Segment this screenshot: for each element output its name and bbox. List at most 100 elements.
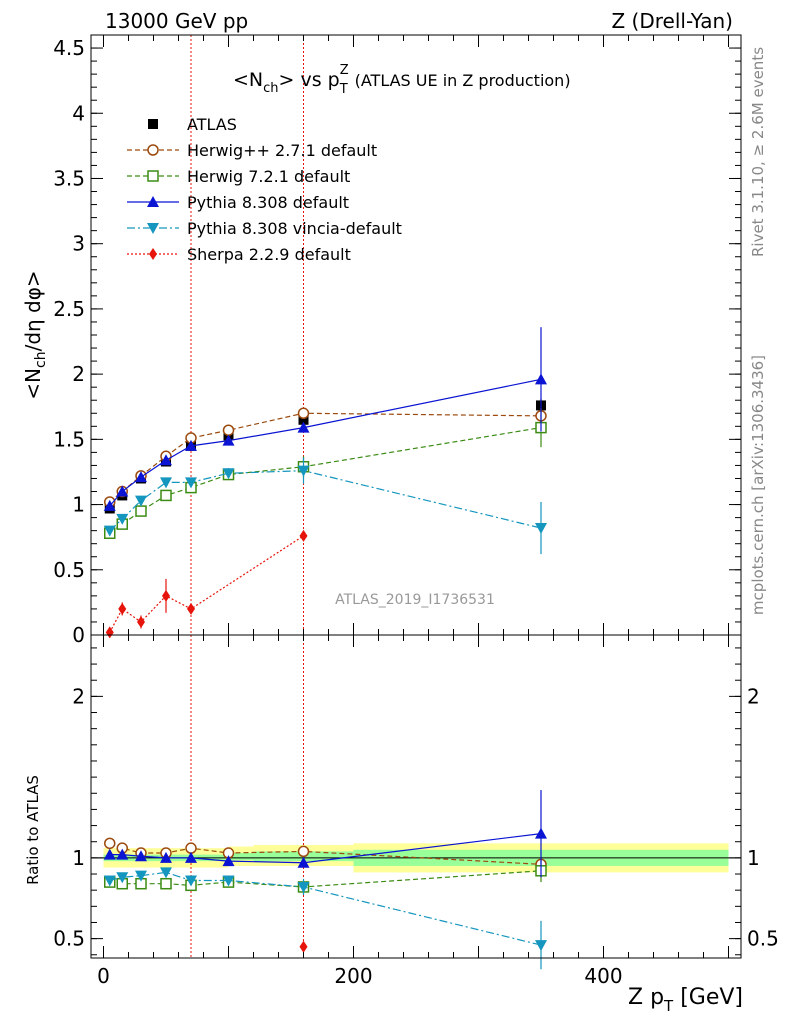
data-point: [185, 477, 197, 489]
data-point: [116, 848, 129, 860]
data-point: [103, 499, 116, 511]
y-tick-label: 4.5: [53, 36, 85, 60]
legend-label: Herwig 7.2.1 default: [187, 167, 350, 186]
y-tick-label: 3.5: [53, 166, 85, 190]
series-line: [109, 871, 542, 946]
title-main-sub2: T: [339, 82, 348, 97]
series-line: [109, 412, 542, 503]
y-tick-label-right: 0.5: [747, 927, 779, 951]
data-point: [222, 434, 235, 446]
series-pythia-8-308-vincia-default: [103, 867, 547, 970]
main-series: [103, 327, 547, 639]
data-point: [118, 602, 127, 615]
data-point: [103, 525, 116, 537]
data-point: [297, 856, 310, 868]
series-sherpa-2-2-9-default: [299, 940, 308, 953]
legend-label: Pythia 8.308 vincia-default: [187, 219, 402, 238]
data-point: [135, 471, 147, 483]
data-point: [116, 872, 129, 884]
legend-marker: [147, 196, 159, 207]
data-point: [116, 485, 129, 497]
legend-marker: [149, 248, 157, 260]
title-main-mid: > vs p: [279, 69, 340, 91]
y-tick-label: 0.5: [53, 558, 85, 582]
series-sherpa-2-2-9-default: [105, 529, 308, 639]
title-main-sup2: Z: [340, 63, 349, 78]
y-tick-label-right: 1: [747, 846, 760, 870]
y-tick-label: 3: [72, 232, 85, 256]
data-point: [162, 589, 170, 602]
axes-frame: [90, 634, 742, 959]
title-main: <N: [233, 69, 263, 91]
header-left: 13000 GeV pp: [105, 9, 248, 33]
legend-marker: [147, 144, 159, 156]
title-main-sub: ch: [263, 81, 278, 96]
series-line: [109, 470, 542, 532]
data-point: [299, 529, 308, 542]
data-point: [160, 489, 172, 502]
data-point: [298, 414, 309, 425]
data-point: [103, 848, 116, 860]
series-line: [109, 378, 542, 507]
data-point: [103, 875, 116, 887]
data-point: [535, 523, 547, 535]
header-right: Z (Drell-Yan): [611, 9, 733, 33]
data-point: [297, 421, 310, 433]
watermark: ATLAS_2019_I1736531: [335, 592, 495, 608]
series-herwig-7-2-1-default: [104, 408, 547, 540]
data-point: [160, 477, 172, 489]
data-point: [222, 468, 235, 480]
data-point: [222, 875, 235, 887]
y-tick-label: 1: [72, 493, 85, 517]
data-point: [535, 827, 547, 839]
x-tick-label: 0: [97, 964, 110, 988]
data-point: [135, 505, 147, 517]
data-point: [297, 465, 310, 477]
legend-label: Sherpa 2.2.9 default: [187, 245, 351, 264]
data-point: [104, 837, 116, 850]
data-point: [135, 850, 147, 862]
y-tick-label-right: 2: [747, 684, 760, 708]
legend-marker: [148, 119, 158, 129]
data-point: [297, 845, 310, 858]
data-point: [299, 940, 308, 953]
x-tick-label: 400: [584, 964, 622, 988]
legend-item-herwig-7-2-1-default: Herwig 7.2.1 default: [127, 167, 350, 186]
x-axis-title: Z pT [GeV]: [628, 985, 743, 1015]
series-pythia-8-308-vincia-default: [103, 457, 547, 555]
legend-item-herwig-2-7-1-default: Herwig++ 2.7.1 default: [127, 141, 377, 160]
data-point: [135, 495, 147, 507]
data-point: [185, 875, 197, 887]
chart-title: <Nch> vs pTZ (ATLAS UE in Z production): [233, 63, 571, 97]
legend-item-atlas: ATLAS: [148, 115, 237, 134]
y-axis-title-bottom: Ratio to ATLAS: [24, 775, 42, 885]
y-axis-title-top: <Nch/dη dφ>: [21, 270, 49, 399]
y-tick-label: 0.5: [53, 927, 85, 951]
y-tick-label: 2: [72, 362, 85, 386]
data-point: [116, 513, 129, 525]
title-extra: (ATLAS UE in Z production): [355, 71, 571, 90]
y-tick-label: 2.5: [53, 297, 85, 321]
legend-item-pythia-8-308-vincia-default: Pythia 8.308 vincia-default: [127, 219, 402, 238]
series-pythia-8-308-default: [103, 790, 547, 878]
legend-label: ATLAS: [187, 115, 237, 134]
data-point: [185, 842, 197, 854]
data-point: [297, 407, 310, 420]
y-tick-label: 0: [72, 623, 85, 647]
data-point: [135, 870, 147, 882]
data-point: [137, 615, 145, 628]
legend-marker: [147, 170, 159, 182]
legend-label: Herwig++ 2.7.1 default: [187, 141, 377, 160]
legend: ATLAS Herwig++ 2.7.1 default Herwig 7.2.1 …: [127, 115, 402, 264]
series-line: [109, 427, 542, 534]
data-point: [160, 454, 172, 466]
data-point: [535, 373, 547, 385]
data-point: [160, 877, 172, 890]
data-point: [160, 867, 172, 879]
y-tick-label: 4: [72, 101, 85, 125]
data-point: [535, 940, 547, 952]
ratio-series: [103, 790, 547, 970]
y-tick-label: 1.5: [53, 427, 85, 451]
legend-label: Pythia 8.308 default: [187, 193, 349, 212]
legend-marker: [147, 223, 159, 234]
